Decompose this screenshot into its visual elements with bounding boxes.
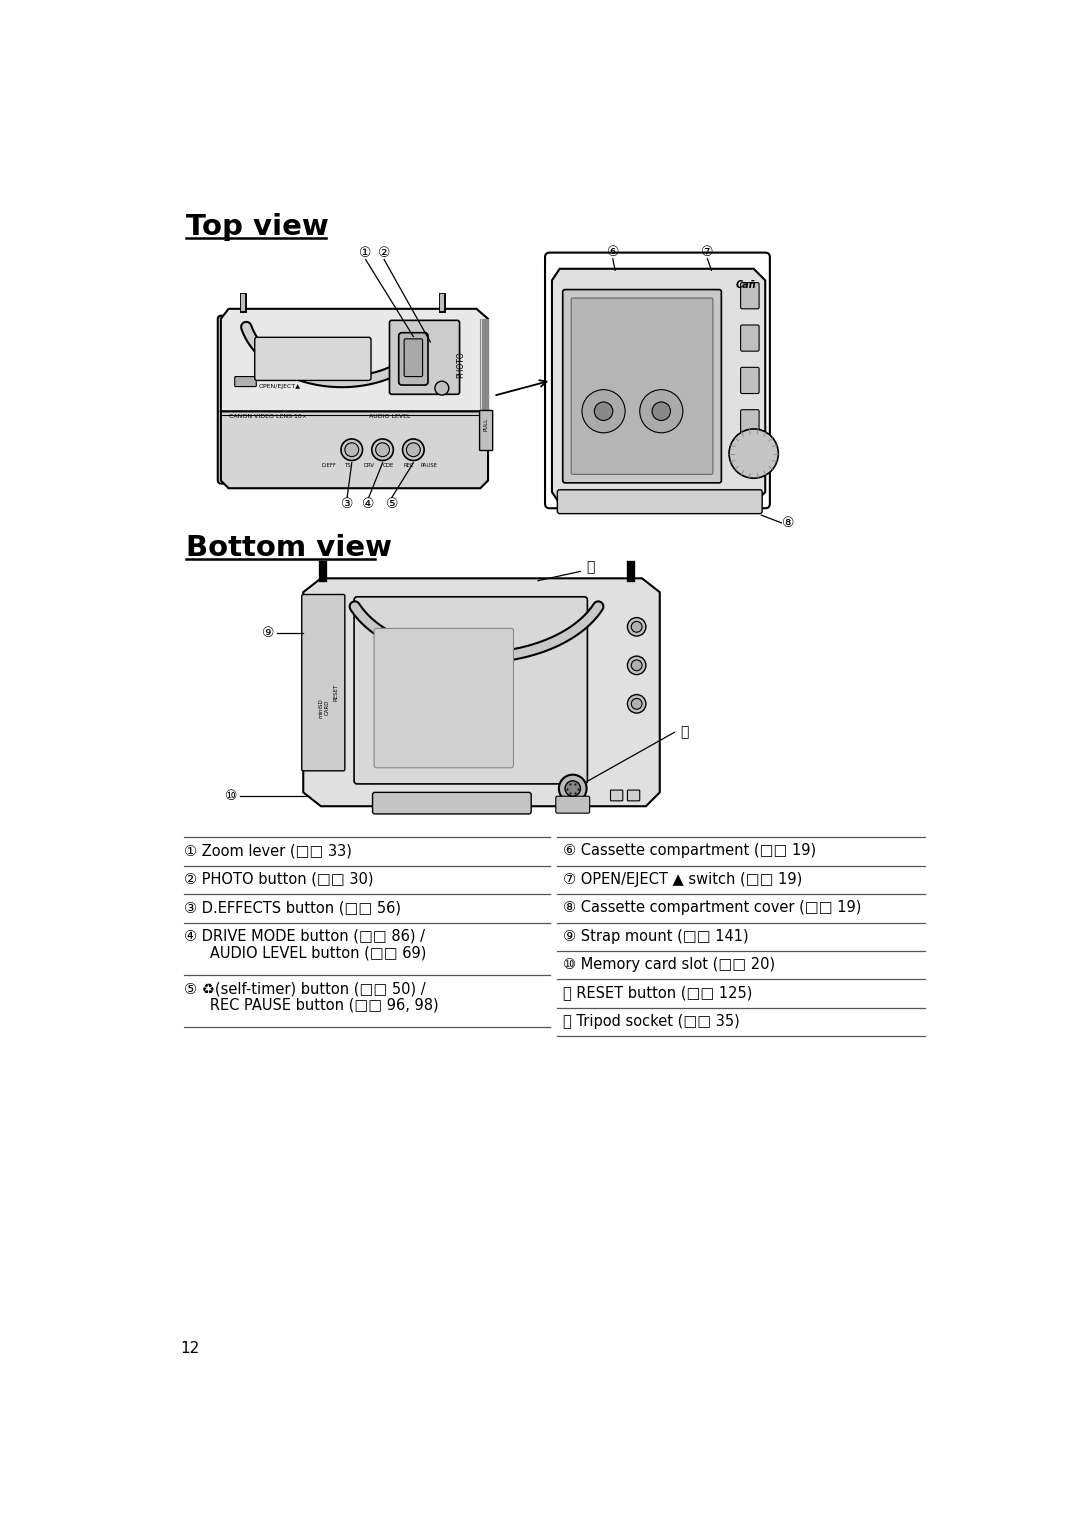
Text: ⑪ RESET button (□□ 125): ⑪ RESET button (□□ 125)	[563, 986, 752, 1000]
Polygon shape	[303, 578, 660, 807]
Text: PULL: PULL	[483, 419, 488, 431]
Text: ⑨ Strap mount (□□ 141): ⑨ Strap mount (□□ 141)	[563, 928, 748, 943]
Circle shape	[627, 618, 646, 637]
Polygon shape	[552, 268, 766, 503]
FancyBboxPatch shape	[610, 790, 623, 801]
Circle shape	[594, 402, 612, 420]
FancyBboxPatch shape	[571, 298, 713, 474]
Polygon shape	[220, 308, 488, 411]
Text: RESET: RESET	[333, 684, 338, 701]
Text: Top view: Top view	[186, 213, 329, 241]
Circle shape	[582, 390, 625, 433]
FancyBboxPatch shape	[556, 796, 590, 813]
FancyBboxPatch shape	[404, 339, 422, 376]
FancyBboxPatch shape	[301, 595, 345, 770]
Text: ⑤ ♻(self-timer) button (□□ 50) /: ⑤ ♻(self-timer) button (□□ 50) /	[184, 982, 426, 996]
Circle shape	[632, 660, 642, 670]
Circle shape	[627, 657, 646, 675]
FancyBboxPatch shape	[741, 410, 759, 436]
Text: OPEN/EJECT▲: OPEN/EJECT▲	[258, 384, 300, 388]
Circle shape	[406, 443, 420, 457]
Text: Bottom view: Bottom view	[186, 534, 392, 563]
Text: AUDIO LEVEL button (□□ 69): AUDIO LEVEL button (□□ 69)	[197, 945, 427, 960]
FancyBboxPatch shape	[480, 411, 492, 451]
FancyBboxPatch shape	[563, 290, 721, 483]
Text: TS: TS	[346, 463, 352, 468]
Text: DRV: DRV	[363, 463, 374, 468]
Text: ⑧: ⑧	[782, 515, 795, 529]
Text: ⑩: ⑩	[226, 788, 238, 804]
FancyBboxPatch shape	[627, 790, 639, 801]
Circle shape	[345, 443, 359, 457]
FancyBboxPatch shape	[557, 489, 762, 514]
Text: ① Zoom lever (□□ 33): ① Zoom lever (□□ 33)	[184, 844, 352, 858]
Text: ⑧ Cassette compartment cover (□□ 19): ⑧ Cassette compartment cover (□□ 19)	[563, 900, 861, 916]
Text: ③ D.EFFECTS button (□□ 56): ③ D.EFFECTS button (□□ 56)	[184, 900, 401, 916]
Circle shape	[558, 775, 586, 802]
Circle shape	[652, 402, 671, 420]
Circle shape	[632, 621, 642, 632]
Text: 12: 12	[180, 1341, 200, 1356]
FancyBboxPatch shape	[234, 376, 256, 387]
Circle shape	[372, 439, 393, 460]
Text: PAUSE: PAUSE	[420, 463, 437, 468]
FancyBboxPatch shape	[545, 253, 770, 508]
Text: ①: ①	[360, 247, 372, 261]
Circle shape	[729, 430, 779, 479]
Text: ⑦: ⑦	[701, 245, 714, 259]
Circle shape	[632, 698, 642, 709]
Text: ③: ③	[341, 497, 353, 511]
Text: ⑥: ⑥	[607, 245, 619, 259]
FancyBboxPatch shape	[373, 793, 531, 815]
Text: ⑥ Cassette compartment (□□ 19): ⑥ Cassette compartment (□□ 19)	[563, 844, 815, 858]
FancyBboxPatch shape	[374, 629, 513, 767]
Text: AUDIO LEVEL: AUDIO LEVEL	[368, 414, 410, 419]
Text: ⑨: ⑨	[262, 626, 274, 640]
FancyBboxPatch shape	[399, 333, 428, 385]
Circle shape	[403, 439, 424, 460]
Text: PHOTO: PHOTO	[457, 351, 465, 379]
Text: ⑪: ⑪	[586, 560, 595, 574]
FancyBboxPatch shape	[741, 282, 759, 308]
Circle shape	[627, 695, 646, 713]
Circle shape	[376, 443, 390, 457]
Circle shape	[639, 390, 683, 433]
Text: CANON VIDEO LENS 10×: CANON VIDEO LENS 10×	[229, 414, 307, 419]
Text: ⑦ OPEN/EJECT ▲ switch (□□ 19): ⑦ OPEN/EJECT ▲ switch (□□ 19)	[563, 871, 802, 887]
Circle shape	[341, 439, 363, 460]
Text: ⑫ Tripod socket (□□ 35): ⑫ Tripod socket (□□ 35)	[563, 1014, 740, 1029]
Text: ⑫: ⑫	[680, 726, 689, 739]
Text: miniSD
CARD: miniSD CARD	[319, 698, 329, 718]
Text: REC: REC	[404, 463, 414, 468]
Circle shape	[435, 382, 449, 396]
FancyBboxPatch shape	[741, 325, 759, 351]
Text: Cañ: Cañ	[735, 281, 756, 290]
Text: REC PAUSE button (□□ 96, 98): REC PAUSE button (□□ 96, 98)	[197, 999, 438, 1012]
FancyBboxPatch shape	[354, 597, 588, 784]
Text: ODE: ODE	[383, 463, 394, 468]
FancyBboxPatch shape	[390, 321, 460, 394]
Text: ② PHOTO button (□□ 30): ② PHOTO button (□□ 30)	[184, 871, 374, 887]
Text: ④: ④	[363, 497, 375, 511]
Text: ⑩ Memory card slot (□□ 20): ⑩ Memory card slot (□□ 20)	[563, 957, 774, 973]
Text: ④ DRIVE MODE button (□□ 86) /: ④ DRIVE MODE button (□□ 86) /	[184, 928, 424, 943]
Text: ⑤: ⑤	[386, 497, 399, 511]
FancyBboxPatch shape	[255, 337, 372, 380]
Text: D.EFF: D.EFF	[321, 463, 336, 468]
FancyBboxPatch shape	[741, 367, 759, 394]
Polygon shape	[220, 411, 488, 488]
Text: ②: ②	[378, 247, 390, 261]
Circle shape	[565, 781, 580, 796]
FancyBboxPatch shape	[218, 316, 486, 483]
